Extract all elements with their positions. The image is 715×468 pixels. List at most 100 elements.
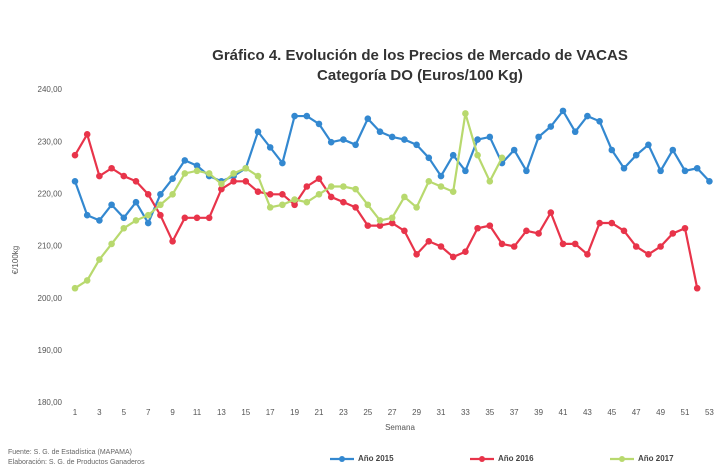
x-tick-label: 25 [363,408,372,417]
data-point [108,201,115,209]
series-line [74,131,699,289]
data-point [645,251,652,258]
data-point [315,175,323,182]
data-point [340,183,347,190]
y-tick-label: 240,00 [38,85,63,94]
x-tick-label: 23 [339,408,348,417]
data-point [596,219,603,227]
data-point [352,141,359,149]
data-point [193,214,201,222]
data-point [584,251,591,258]
data-point [657,167,664,175]
data-point [83,131,91,138]
data-point [413,141,420,149]
data-point [376,128,384,136]
data-point [340,136,347,143]
data-point [352,185,359,193]
x-tick-label: 45 [607,408,616,417]
data-point [157,201,164,209]
y-tick-label: 220,00 [38,189,63,198]
x-tick-label: 13 [217,408,226,417]
data-point [254,188,262,196]
data-point [144,211,152,219]
data-point [669,146,677,154]
data-point [315,191,323,198]
data-point [254,128,262,136]
data-point [571,240,579,248]
data-point [364,222,372,229]
y-tick-label: 230,00 [38,137,63,146]
legend-marker [619,456,625,462]
data-point [193,167,201,175]
data-point [706,177,713,185]
x-tick-label: 27 [388,408,397,417]
data-point [608,146,616,154]
x-tick-label: 43 [583,408,592,417]
x-tick-label: 11 [193,408,202,417]
data-point [71,177,79,185]
data-point [486,222,494,229]
x-axis-label: Semana [385,423,415,432]
y-tick-label: 180,00 [38,398,63,407]
data-point [693,164,701,172]
data-point [657,243,664,250]
source-note: Fuente: S. G. de Estadística (MAPAMA) [8,449,132,456]
data-point [437,183,445,190]
data-point [645,141,652,149]
data-point [230,177,237,185]
data-point [266,144,274,151]
data-point [693,284,701,292]
data-point [462,167,469,175]
data-point [218,185,225,193]
data-point [596,118,603,125]
data-point [547,123,555,130]
data-point [498,240,506,248]
x-tick-label: 7 [146,408,151,417]
data-point [364,115,372,122]
data-point [279,159,286,167]
x-tick-label: 51 [681,408,690,417]
y-tick-label: 200,00 [38,294,63,303]
data-point [120,172,128,180]
data-point [462,248,469,256]
x-tick-label: 9 [170,408,175,417]
x-tick-label: 49 [656,408,665,417]
x-tick-label: 53 [705,408,714,417]
data-point [388,133,396,141]
data-point [266,204,274,211]
data-point [425,154,433,162]
legend-label: Año 2016 [498,454,534,463]
data-point [205,170,213,177]
data-point [83,211,91,219]
data-point [218,180,225,188]
data-point [535,133,542,141]
data-point [132,198,140,206]
data-point [71,151,79,159]
data-point [547,209,555,216]
data-point [132,177,140,185]
data-point [340,198,347,206]
data-point [303,198,311,206]
data-point [523,167,530,175]
data-point [510,146,518,154]
chart-subtitle: Categoría DO (Euros/100 Kg) [317,67,523,84]
data-point [681,224,689,232]
data-point [523,227,530,235]
data-point [486,177,494,185]
data-point [376,222,384,229]
data-point [449,151,457,159]
data-point [535,230,542,237]
data-point [120,214,128,222]
data-point [388,214,396,222]
y-tick-label: 210,00 [38,242,63,251]
data-point [401,136,408,143]
legend-label: Año 2015 [358,454,394,463]
data-point [108,164,115,172]
x-tick-label: 33 [461,408,470,417]
data-point [364,201,372,209]
data-point [584,112,591,120]
data-point [425,237,433,245]
x-tick-label: 3 [97,408,102,417]
x-tick-label: 29 [412,408,421,417]
